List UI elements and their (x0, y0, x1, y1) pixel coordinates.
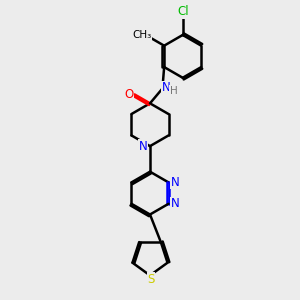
Text: N: N (171, 176, 179, 189)
Text: N: N (171, 197, 179, 210)
Text: N: N (162, 81, 171, 94)
Text: H: H (170, 86, 178, 96)
Text: CH₃: CH₃ (133, 30, 152, 40)
Text: O: O (124, 88, 134, 101)
Text: S: S (147, 273, 155, 286)
Text: N: N (139, 140, 148, 153)
Text: Cl: Cl (177, 5, 188, 18)
